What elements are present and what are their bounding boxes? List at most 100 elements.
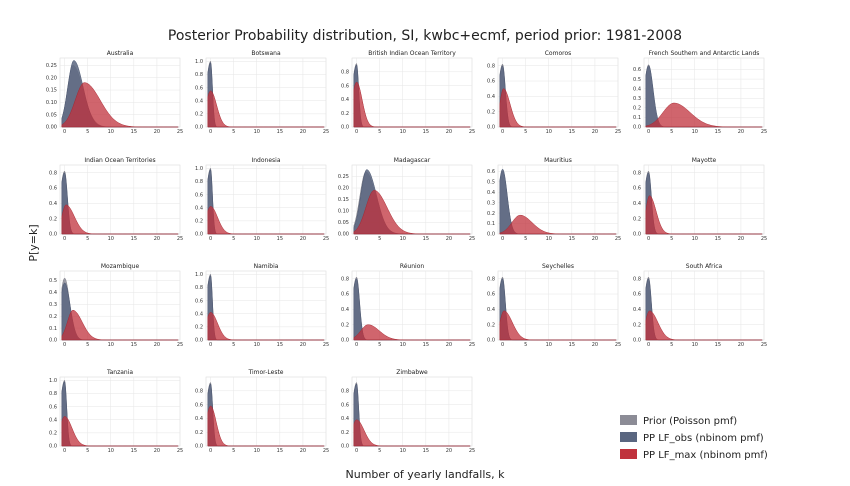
- subplot-namibia: 0 5 10 15 20 25 0.0 0.2 0.4 0.6 0.8 1.0 Namibia: [195, 263, 329, 348]
- y-tick-label: 0.6: [487, 79, 495, 85]
- dist-lf-max: [207, 206, 325, 235]
- legend: Prior (Poisson pmf) PP LF_obs (nbinom pm…: [620, 415, 768, 461]
- y-tick-label: 0.0: [487, 125, 495, 131]
- dist-lf-max: [61, 310, 179, 341]
- subplot-indian-ocean-territories: 0 5 10 15 20 25 0.0 0.2 0.4 0.6 0.8 Indian Ocean Te…: [49, 157, 183, 242]
- subplot-title: Namibia: [254, 263, 279, 270]
- y-tick-label: 0.4: [633, 201, 641, 207]
- y-tick-label: 0.2: [195, 219, 203, 225]
- y-tick-label: 0.8: [195, 72, 203, 78]
- x-tick-label: 5: [524, 342, 527, 348]
- x-tick-label: 0: [647, 129, 650, 135]
- x-tick-label: 5: [378, 236, 381, 242]
- y-tick-label: 0.0: [195, 232, 203, 238]
- y-tick-label: 0.0: [341, 125, 349, 131]
- y-tick-label: 0.2: [341, 322, 349, 328]
- x-tick-label: 25: [323, 342, 329, 348]
- plot-area: [497, 57, 619, 128]
- x-tick-label: 20: [592, 342, 598, 348]
- y-tick-label: 0.4: [487, 94, 495, 100]
- subplot-title: Réunion: [400, 263, 425, 270]
- subplot-madagascar: 0 5 10 15 20 25 0.00 0.05 0.10 0.15 0.20 0.25 Madaga…: [338, 157, 475, 242]
- legend-item-lf-max: PP LF_max (nbinom pmf): [620, 449, 768, 461]
- x-tick-label: 25: [177, 342, 183, 348]
- plot-area: [643, 270, 765, 341]
- subplot-title: Comoros: [545, 50, 572, 57]
- dist-lf-max: [645, 195, 763, 235]
- y-tick-label: 0.6: [341, 292, 349, 298]
- x-tick-label: 25: [177, 236, 183, 242]
- x-tick-label: 5: [670, 342, 673, 348]
- y-tick-label: 0.8: [487, 276, 495, 282]
- y-tick-label: 0.2: [487, 322, 495, 328]
- x-tick-label: 0: [63, 448, 66, 454]
- x-tick-label: 20: [446, 342, 452, 348]
- x-tick-label: 15: [423, 129, 429, 135]
- y-tick-label: 0.0: [487, 232, 495, 238]
- dist-lf-max: [645, 102, 763, 128]
- subplot-title: Madagascar: [394, 157, 431, 164]
- y-tick-label: 0.8: [487, 63, 495, 69]
- x-tick-label: 10: [254, 448, 260, 454]
- y-tick-label: 0.6: [49, 186, 57, 192]
- y-tick-label: 0.6: [341, 402, 349, 408]
- y-tick-label: 0.4: [49, 417, 57, 423]
- x-tick-label: 10: [692, 342, 698, 348]
- x-tick-label: 25: [615, 342, 621, 348]
- dist-lf-max: [207, 405, 325, 447]
- x-axis-label: Number of yearly landfalls, k: [346, 468, 506, 481]
- x-tick-label: 20: [738, 342, 744, 348]
- y-tick-label: 0.2: [633, 322, 641, 328]
- plot-area: [59, 164, 181, 235]
- subplot-mauritius: 0 5 10 15 20 25 0.0 0.1 0.2 0.3 0.4 0.5 0.6 Mauritius: [487, 157, 621, 242]
- x-tick-label: 0: [647, 236, 650, 242]
- y-tick-label: 0.4: [487, 190, 495, 196]
- x-tick-label: 25: [615, 236, 621, 242]
- x-tick-label: 0: [63, 129, 66, 135]
- y-tick-label: 0.6: [487, 169, 495, 175]
- x-tick-label: 10: [108, 342, 114, 348]
- x-tick-label: 5: [524, 129, 527, 135]
- y-tick-label: 0.4: [487, 307, 495, 313]
- y-tick-label: 0.2: [49, 216, 57, 222]
- subplot-title: Seychelles: [542, 263, 574, 270]
- dist-lf-max: [61, 82, 179, 128]
- x-tick-label: 15: [277, 129, 283, 135]
- x-tick-label: 25: [469, 129, 475, 135]
- y-tick-label: 0.0: [487, 338, 495, 344]
- x-tick-label: 15: [277, 448, 283, 454]
- x-tick-label: 5: [378, 342, 381, 348]
- y-tick-label: 0.2: [487, 109, 495, 115]
- dist-lf-max: [207, 90, 325, 128]
- dist-lf-max: [499, 310, 617, 341]
- x-tick-label: 15: [277, 342, 283, 348]
- y-tick-label: 0.2: [633, 106, 641, 112]
- y-tick-label: 0.25: [46, 63, 57, 69]
- x-tick-label: 15: [715, 129, 721, 135]
- plot-area: [205, 270, 327, 341]
- dist-lf-max: [61, 416, 179, 447]
- x-tick-label: 5: [86, 129, 89, 135]
- y-tick-label: 0.0: [49, 338, 57, 344]
- plot-area: [497, 270, 619, 341]
- x-tick-label: 20: [154, 342, 160, 348]
- y-tick-label: 0.2: [195, 430, 203, 436]
- y-tick-label: 0.6: [195, 298, 203, 304]
- subplot-mozambique: 0 5 10 15 20 25 0.0 0.1 0.2 0.3 0.4 0.5 Mozambique: [49, 263, 183, 348]
- y-tick-label: 0.2: [195, 112, 203, 118]
- y-tick-label: 0.10: [46, 100, 57, 106]
- subplot-title: Indonesia: [251, 157, 280, 164]
- y-tick-label: 0.4: [195, 311, 203, 317]
- legend-item-prior: Prior (Poisson pmf): [620, 415, 737, 427]
- y-tick-label: 0.4: [633, 307, 641, 313]
- y-tick-label: 0.4: [633, 86, 641, 92]
- y-tick-label: 1.0: [195, 59, 203, 65]
- x-tick-label: 0: [501, 236, 504, 242]
- subplot-comoros: 0 5 10 15 20 25 0.0 0.2 0.4 0.6 0.8 Comoros: [487, 50, 621, 135]
- y-tick-label: 0.1: [633, 115, 641, 121]
- y-tick-label: 0.4: [49, 201, 57, 207]
- y-tick-label: 0.5: [49, 278, 57, 284]
- dist-lf-max: [499, 214, 617, 235]
- x-tick-label: 10: [546, 342, 552, 348]
- y-tick-label: 0.6: [195, 192, 203, 198]
